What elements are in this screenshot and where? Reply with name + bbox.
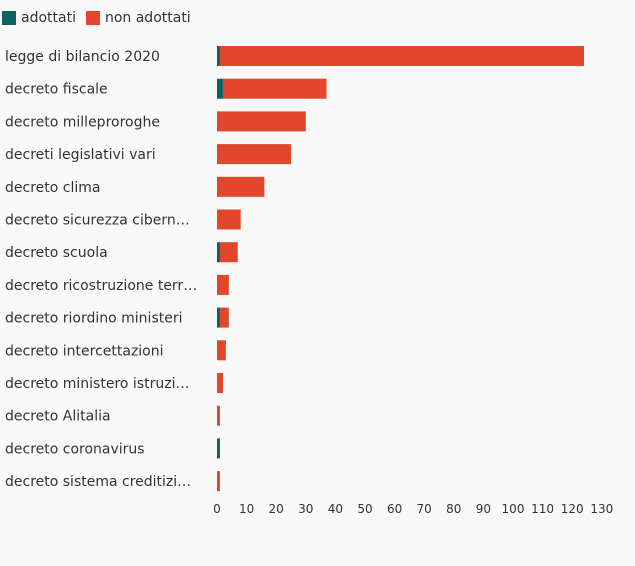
legend-label-non-adottati: non adottati <box>104 10 191 26</box>
bar-non-adottati <box>217 405 220 426</box>
bar-non-adottati <box>217 144 291 165</box>
bar-adottati <box>217 78 223 99</box>
category-label: decreto coronavirus <box>5 441 145 457</box>
legend: adottati non adottati <box>2 10 191 26</box>
bar-non-adottati <box>222 78 327 99</box>
category-label: decreto sicurezza cibern… <box>5 213 190 229</box>
bar-non-adottati <box>217 373 223 393</box>
legend-item-non-adottati: non adottati <box>85 10 191 26</box>
category-label: decreto intercettazioni <box>5 343 164 359</box>
bar-non-adottati <box>217 209 241 230</box>
category-label: decreto ricostruzione terr… <box>5 278 197 294</box>
x-tick-label: 70 <box>417 502 432 516</box>
legend-label-adottati: adottati <box>21 10 76 26</box>
x-tick-label: 80 <box>446 502 461 516</box>
x-tick-label: 30 <box>298 502 313 516</box>
bar-adottati <box>217 307 220 328</box>
x-tick-label: 90 <box>476 502 491 516</box>
x-tick-label: 10 <box>239 502 254 516</box>
bar-adottati <box>217 242 220 263</box>
bar-non-adottati <box>217 471 220 492</box>
category-label: legge di bilancio 2020 <box>5 49 160 65</box>
legend-item-adottati: adottati <box>2 10 76 26</box>
x-tick-label: 110 <box>531 502 554 516</box>
bar-non-adottati <box>219 242 238 263</box>
category-label: decreto scuola <box>5 245 108 261</box>
x-tick-label: 0 <box>213 502 221 516</box>
bar-non-adottati <box>217 274 229 295</box>
category-label: decreti legislativi vari <box>5 147 156 163</box>
legend-swatch-non-adottati <box>85 11 100 25</box>
bar-non-adottati <box>219 307 229 328</box>
x-tick-label: 120 <box>561 502 584 516</box>
x-tick-label: 50 <box>357 502 372 516</box>
category-label: decreto fiscale <box>5 82 108 98</box>
category-label: decreto sistema creditizi… <box>5 474 191 490</box>
bar-non-adottati <box>217 340 226 361</box>
bar-non-adottati <box>217 176 265 197</box>
bar-non-adottati <box>217 111 306 132</box>
x-tick-label: 100 <box>502 502 525 516</box>
x-tick-label: 40 <box>328 502 343 516</box>
x-tick-label: 130 <box>590 502 613 516</box>
category-label: decreto ministero istruzi… <box>5 376 189 392</box>
category-label: decreto clima <box>5 180 100 196</box>
bar-adottati <box>217 46 220 66</box>
legend-swatch-adottati <box>2 11 16 25</box>
category-label: decreto riordino ministeri <box>5 311 182 327</box>
x-tick-label: 20 <box>269 502 284 516</box>
x-tick-label: 60 <box>387 502 402 516</box>
bar-adottati <box>217 438 220 459</box>
category-label: decreto Alitalia <box>5 409 111 425</box>
bar-non-adottati <box>219 46 585 66</box>
category-label: decreto milleproroghe <box>5 114 160 130</box>
